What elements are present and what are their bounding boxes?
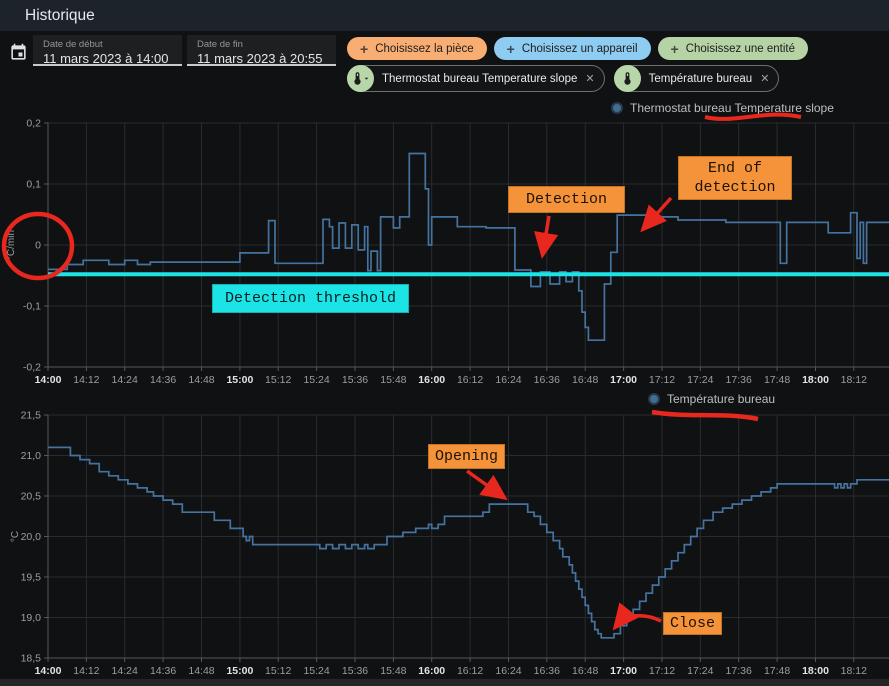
app-header: Historique xyxy=(0,0,889,31)
svg-text:15:24: 15:24 xyxy=(303,665,329,677)
svg-text:15:00: 15:00 xyxy=(226,374,253,386)
svg-text:16:24: 16:24 xyxy=(495,374,521,386)
legend-dot xyxy=(648,393,660,405)
svg-text:17:24: 17:24 xyxy=(687,665,713,677)
choose-device-chip[interactable]: + Choisissez un appareil xyxy=(493,37,651,60)
opening-annotation: Opening xyxy=(428,444,506,469)
calendar-icon xyxy=(11,43,26,60)
chart1-legend[interactable]: Thermostat bureau Temperature slope xyxy=(611,101,834,115)
svg-text:-0,1: -0,1 xyxy=(23,301,41,313)
svg-text:16:24: 16:24 xyxy=(495,665,521,677)
svg-text:14:36: 14:36 xyxy=(150,374,176,386)
filter-chip-row: + Choisissez la pièce + Choisissez un ap… xyxy=(347,37,809,60)
date-start-input[interactable]: Date de début 11 mars 2023 à 14:00 xyxy=(33,35,182,66)
end-of-detection-annotation: End of detection xyxy=(678,156,792,200)
svg-text:16:36: 16:36 xyxy=(534,665,560,677)
svg-text:15:12: 15:12 xyxy=(265,665,291,677)
date-start-value: 11 mars 2023 à 14:00 xyxy=(43,51,169,66)
svg-text:°C: °C xyxy=(10,531,21,542)
svg-text:15:36: 15:36 xyxy=(342,374,368,386)
svg-text:19,5: 19,5 xyxy=(21,572,42,584)
date-end-value: 11 mars 2023 à 20:55 xyxy=(197,51,323,66)
svg-text:14:24: 14:24 xyxy=(112,665,138,677)
svg-text:17:36: 17:36 xyxy=(726,665,752,677)
svg-text:18:00: 18:00 xyxy=(802,665,829,677)
svg-text:15:36: 15:36 xyxy=(342,665,368,677)
svg-text:18:12: 18:12 xyxy=(841,374,867,386)
entity-chip-row: Thermostat bureau Temperature slope ✕ Te… xyxy=(347,65,780,92)
svg-text:0,1: 0,1 xyxy=(26,179,41,191)
plus-icon: + xyxy=(360,40,369,57)
date-end-input[interactable]: Date de fin 11 mars 2023 à 20:55 xyxy=(187,35,336,66)
svg-text:16:00: 16:00 xyxy=(418,665,445,677)
svg-text:15:48: 15:48 xyxy=(380,665,406,677)
svg-text:20,5: 20,5 xyxy=(21,491,42,503)
svg-text:17:24: 17:24 xyxy=(687,374,713,386)
svg-text:15:24: 15:24 xyxy=(303,374,329,386)
entity-chip-temperature-slope[interactable]: Thermostat bureau Temperature slope ✕ xyxy=(347,65,605,92)
svg-text:15:12: 15:12 xyxy=(265,374,291,386)
svg-text:14:48: 14:48 xyxy=(188,665,214,677)
svg-text:18:00: 18:00 xyxy=(802,374,829,386)
svg-text:16:36: 16:36 xyxy=(534,374,560,386)
svg-text:21,0: 21,0 xyxy=(21,450,42,462)
svg-text:20,0: 20,0 xyxy=(21,531,42,543)
remove-entity-icon[interactable]: ✕ xyxy=(760,73,770,85)
plus-icon: + xyxy=(670,40,679,57)
svg-text:17:00: 17:00 xyxy=(610,665,637,677)
choose-device-label: Choisissez un appareil xyxy=(521,42,638,55)
entity-chip-temperature[interactable]: Température bureau ✕ xyxy=(613,65,780,92)
svg-text:17:12: 17:12 xyxy=(649,665,675,677)
bottom-scrollbar-track[interactable] xyxy=(0,679,889,686)
legend-label: Thermostat bureau Temperature slope xyxy=(630,101,834,115)
plus-icon: + xyxy=(506,40,515,57)
svg-text:17:12: 17:12 xyxy=(649,374,675,386)
remove-entity-icon[interactable]: ✕ xyxy=(585,73,595,85)
date-start-label: Date de début xyxy=(43,39,103,50)
svg-text:0,2: 0,2 xyxy=(26,118,41,130)
svg-text:14:00: 14:00 xyxy=(35,665,62,677)
choose-entity-label: Choisissez une entité xyxy=(685,42,796,55)
svg-text:15:48: 15:48 xyxy=(380,374,406,386)
svg-text:14:00: 14:00 xyxy=(35,374,62,386)
svg-text:14:24: 14:24 xyxy=(112,374,138,386)
svg-text:-0,2: -0,2 xyxy=(23,362,41,374)
svg-text:14:12: 14:12 xyxy=(73,665,99,677)
svg-text:17:48: 17:48 xyxy=(764,665,790,677)
chevron-down-icon xyxy=(364,77,369,80)
svg-text:14:36: 14:36 xyxy=(150,665,176,677)
page-title: Historique xyxy=(25,6,95,24)
svg-text:17:36: 17:36 xyxy=(726,374,752,386)
choose-entity-chip[interactable]: + Choisissez une entité xyxy=(657,37,809,60)
svg-text:15:00: 15:00 xyxy=(226,665,253,677)
chart2-legend[interactable]: Température bureau xyxy=(648,392,775,406)
svg-text:14:48: 14:48 xyxy=(188,374,214,386)
thermometer-icon xyxy=(347,65,374,92)
legend-label: Température bureau xyxy=(667,392,776,406)
svg-text:14:12: 14:12 xyxy=(73,374,99,386)
date-end-label: Date de fin xyxy=(197,39,243,50)
svg-text:16:48: 16:48 xyxy=(572,665,598,677)
entity-chip-label: Thermostat bureau Temperature slope xyxy=(382,72,578,85)
detection-threshold-annotation: Detection threshold xyxy=(212,284,410,313)
choose-area-chip[interactable]: + Choisissez la pièce xyxy=(347,37,487,60)
svg-text:16:12: 16:12 xyxy=(457,374,483,386)
svg-text:17:00: 17:00 xyxy=(610,374,637,386)
svg-text:21,5: 21,5 xyxy=(21,410,42,422)
svg-text:17:48: 17:48 xyxy=(764,374,790,386)
detection-annotation: Detection xyxy=(508,186,626,213)
svg-text:18,5: 18,5 xyxy=(21,653,42,665)
svg-text:16:12: 16:12 xyxy=(457,665,483,677)
entity-chip-label: Température bureau xyxy=(648,72,753,85)
svg-text:16:48: 16:48 xyxy=(572,374,598,386)
legend-dot xyxy=(611,102,623,114)
thermometer-icon xyxy=(613,65,641,92)
choose-area-label: Choisissez la pièce xyxy=(375,42,474,55)
svg-text:18:12: 18:12 xyxy=(841,665,867,677)
svg-text:19,0: 19,0 xyxy=(21,612,42,624)
svg-text:16:00: 16:00 xyxy=(418,374,445,386)
close-annotation: Close xyxy=(663,612,723,635)
